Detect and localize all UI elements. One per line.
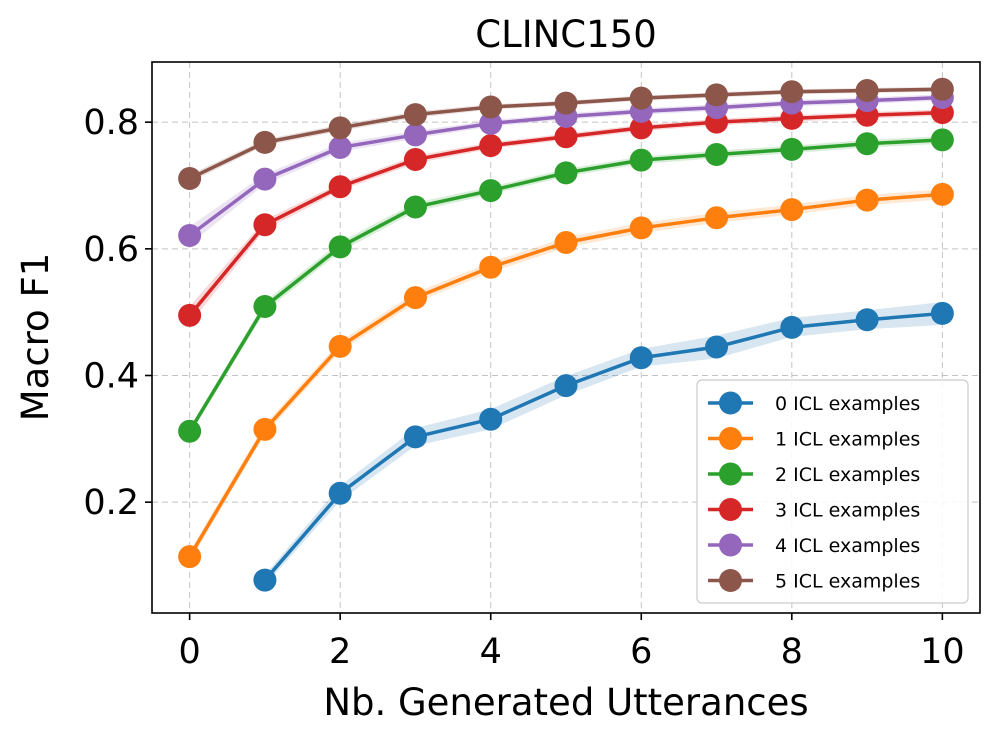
point-2-icl-examples bbox=[328, 235, 352, 259]
legend: 0 ICL examples 1 ICL examples 2 ICL exampl… bbox=[696, 379, 969, 604]
point-3-icl-examples bbox=[253, 213, 277, 237]
point-4-icl-examples bbox=[328, 136, 352, 159]
point-2-icl-examples bbox=[253, 294, 277, 318]
x-axis-label: Nb. Generated Utterances bbox=[323, 681, 808, 724]
x-tick-label: 10 bbox=[920, 632, 965, 672]
x-tick-label: 6 bbox=[630, 632, 652, 672]
point-5-icl-examples bbox=[403, 103, 427, 127]
point-2-icl-examples bbox=[554, 161, 578, 185]
point-3-icl-examples bbox=[328, 175, 352, 199]
legend-marker bbox=[719, 569, 742, 592]
point-2-icl-examples bbox=[855, 132, 879, 156]
chart-title: CLINC150 bbox=[475, 13, 657, 56]
point-5-icl-examples bbox=[479, 95, 503, 119]
point-1-icl-examples bbox=[403, 286, 427, 310]
legend-entry-label: 5 ICL examples bbox=[775, 571, 920, 593]
confidence-bands bbox=[189, 86, 943, 586]
point-1-icl-examples bbox=[705, 206, 729, 230]
point-5-icl-examples bbox=[328, 116, 352, 140]
legend-entry-label: 3 ICL examples bbox=[775, 500, 920, 522]
point-4-icl-examples bbox=[403, 123, 427, 147]
point-1-icl-examples bbox=[253, 417, 277, 441]
y-tick-label: 0.8 bbox=[83, 103, 139, 143]
legend-entry-label: 2 ICL examples bbox=[775, 464, 920, 486]
point-3-icl-examples bbox=[629, 116, 653, 140]
y-tick-label: 0.4 bbox=[83, 357, 139, 397]
legend-entry-label: 0 ICL examples bbox=[775, 393, 920, 415]
point-1-icl-examples bbox=[930, 182, 954, 206]
point-5-icl-examples bbox=[629, 86, 653, 110]
point-0-icl-examples bbox=[629, 346, 653, 370]
point-2-icl-examples bbox=[780, 137, 804, 161]
point-4-icl-examples bbox=[178, 224, 202, 248]
x-tick-label: 2 bbox=[329, 632, 351, 672]
point-5-icl-examples bbox=[178, 167, 202, 191]
series-lines bbox=[178, 77, 954, 592]
point-0-icl-examples bbox=[780, 315, 804, 339]
point-5-icl-examples bbox=[253, 130, 277, 154]
legend-box bbox=[696, 379, 969, 604]
point-5-icl-examples bbox=[930, 77, 954, 101]
point-1-icl-examples bbox=[855, 188, 879, 212]
point-0-icl-examples bbox=[705, 335, 729, 359]
point-5-icl-examples bbox=[554, 91, 578, 115]
legend-marker bbox=[719, 391, 742, 415]
point-1-icl-examples bbox=[554, 231, 578, 254]
legend-entry-label: 1 ICL examples bbox=[775, 429, 920, 451]
line-0-icl-examples bbox=[263, 311, 943, 582]
band-0-icl-examples bbox=[264, 302, 943, 586]
plot-area-frame bbox=[151, 61, 981, 614]
point-2-icl-examples bbox=[403, 195, 427, 219]
point-5-icl-examples bbox=[855, 79, 879, 102]
legend-marker bbox=[719, 427, 742, 450]
point-3-icl-examples bbox=[403, 148, 427, 172]
legend-entry-label: 4 ICL examples bbox=[775, 535, 920, 557]
point-0-icl-examples bbox=[554, 374, 578, 398]
point-0-icl-examples bbox=[403, 425, 427, 449]
y-axis-label: Macro F1 bbox=[14, 253, 57, 422]
point-1-icl-examples bbox=[178, 545, 202, 569]
y-tick-label: 0.6 bbox=[83, 230, 139, 270]
point-2-icl-examples bbox=[930, 128, 954, 152]
axis-ticks: 0 2 4 6 8 10 0.2 0.4 0.6 0.8 bbox=[83, 103, 964, 672]
point-1-icl-examples bbox=[479, 255, 503, 279]
point-0-icl-examples bbox=[253, 568, 277, 592]
point-3-icl-examples bbox=[479, 134, 503, 158]
point-2-icl-examples bbox=[705, 142, 729, 166]
point-3-icl-examples bbox=[178, 303, 202, 327]
point-4-icl-examples bbox=[253, 167, 277, 191]
point-2-icl-examples bbox=[479, 179, 503, 203]
x-tick-label: 0 bbox=[178, 632, 200, 672]
point-0-icl-examples bbox=[479, 407, 503, 431]
point-5-icl-examples bbox=[705, 83, 729, 107]
point-1-icl-examples bbox=[780, 198, 804, 222]
point-1-icl-examples bbox=[629, 216, 653, 240]
legend-marker bbox=[719, 462, 742, 486]
point-4-icl-examples bbox=[479, 111, 503, 135]
point-0-icl-examples bbox=[328, 481, 352, 505]
point-2-icl-examples bbox=[178, 419, 202, 443]
y-tick-label: 0.2 bbox=[83, 483, 139, 523]
legend-marker bbox=[719, 498, 742, 521]
x-tick-label: 8 bbox=[781, 632, 803, 672]
point-2-icl-examples bbox=[629, 148, 653, 172]
point-0-icl-examples bbox=[930, 301, 954, 325]
point-0-icl-examples bbox=[855, 308, 879, 332]
point-1-icl-examples bbox=[328, 334, 352, 358]
legend-marker bbox=[719, 533, 742, 557]
point-3-icl-examples bbox=[554, 125, 578, 149]
x-tick-label: 4 bbox=[480, 632, 502, 672]
point-5-icl-examples bbox=[780, 80, 804, 104]
